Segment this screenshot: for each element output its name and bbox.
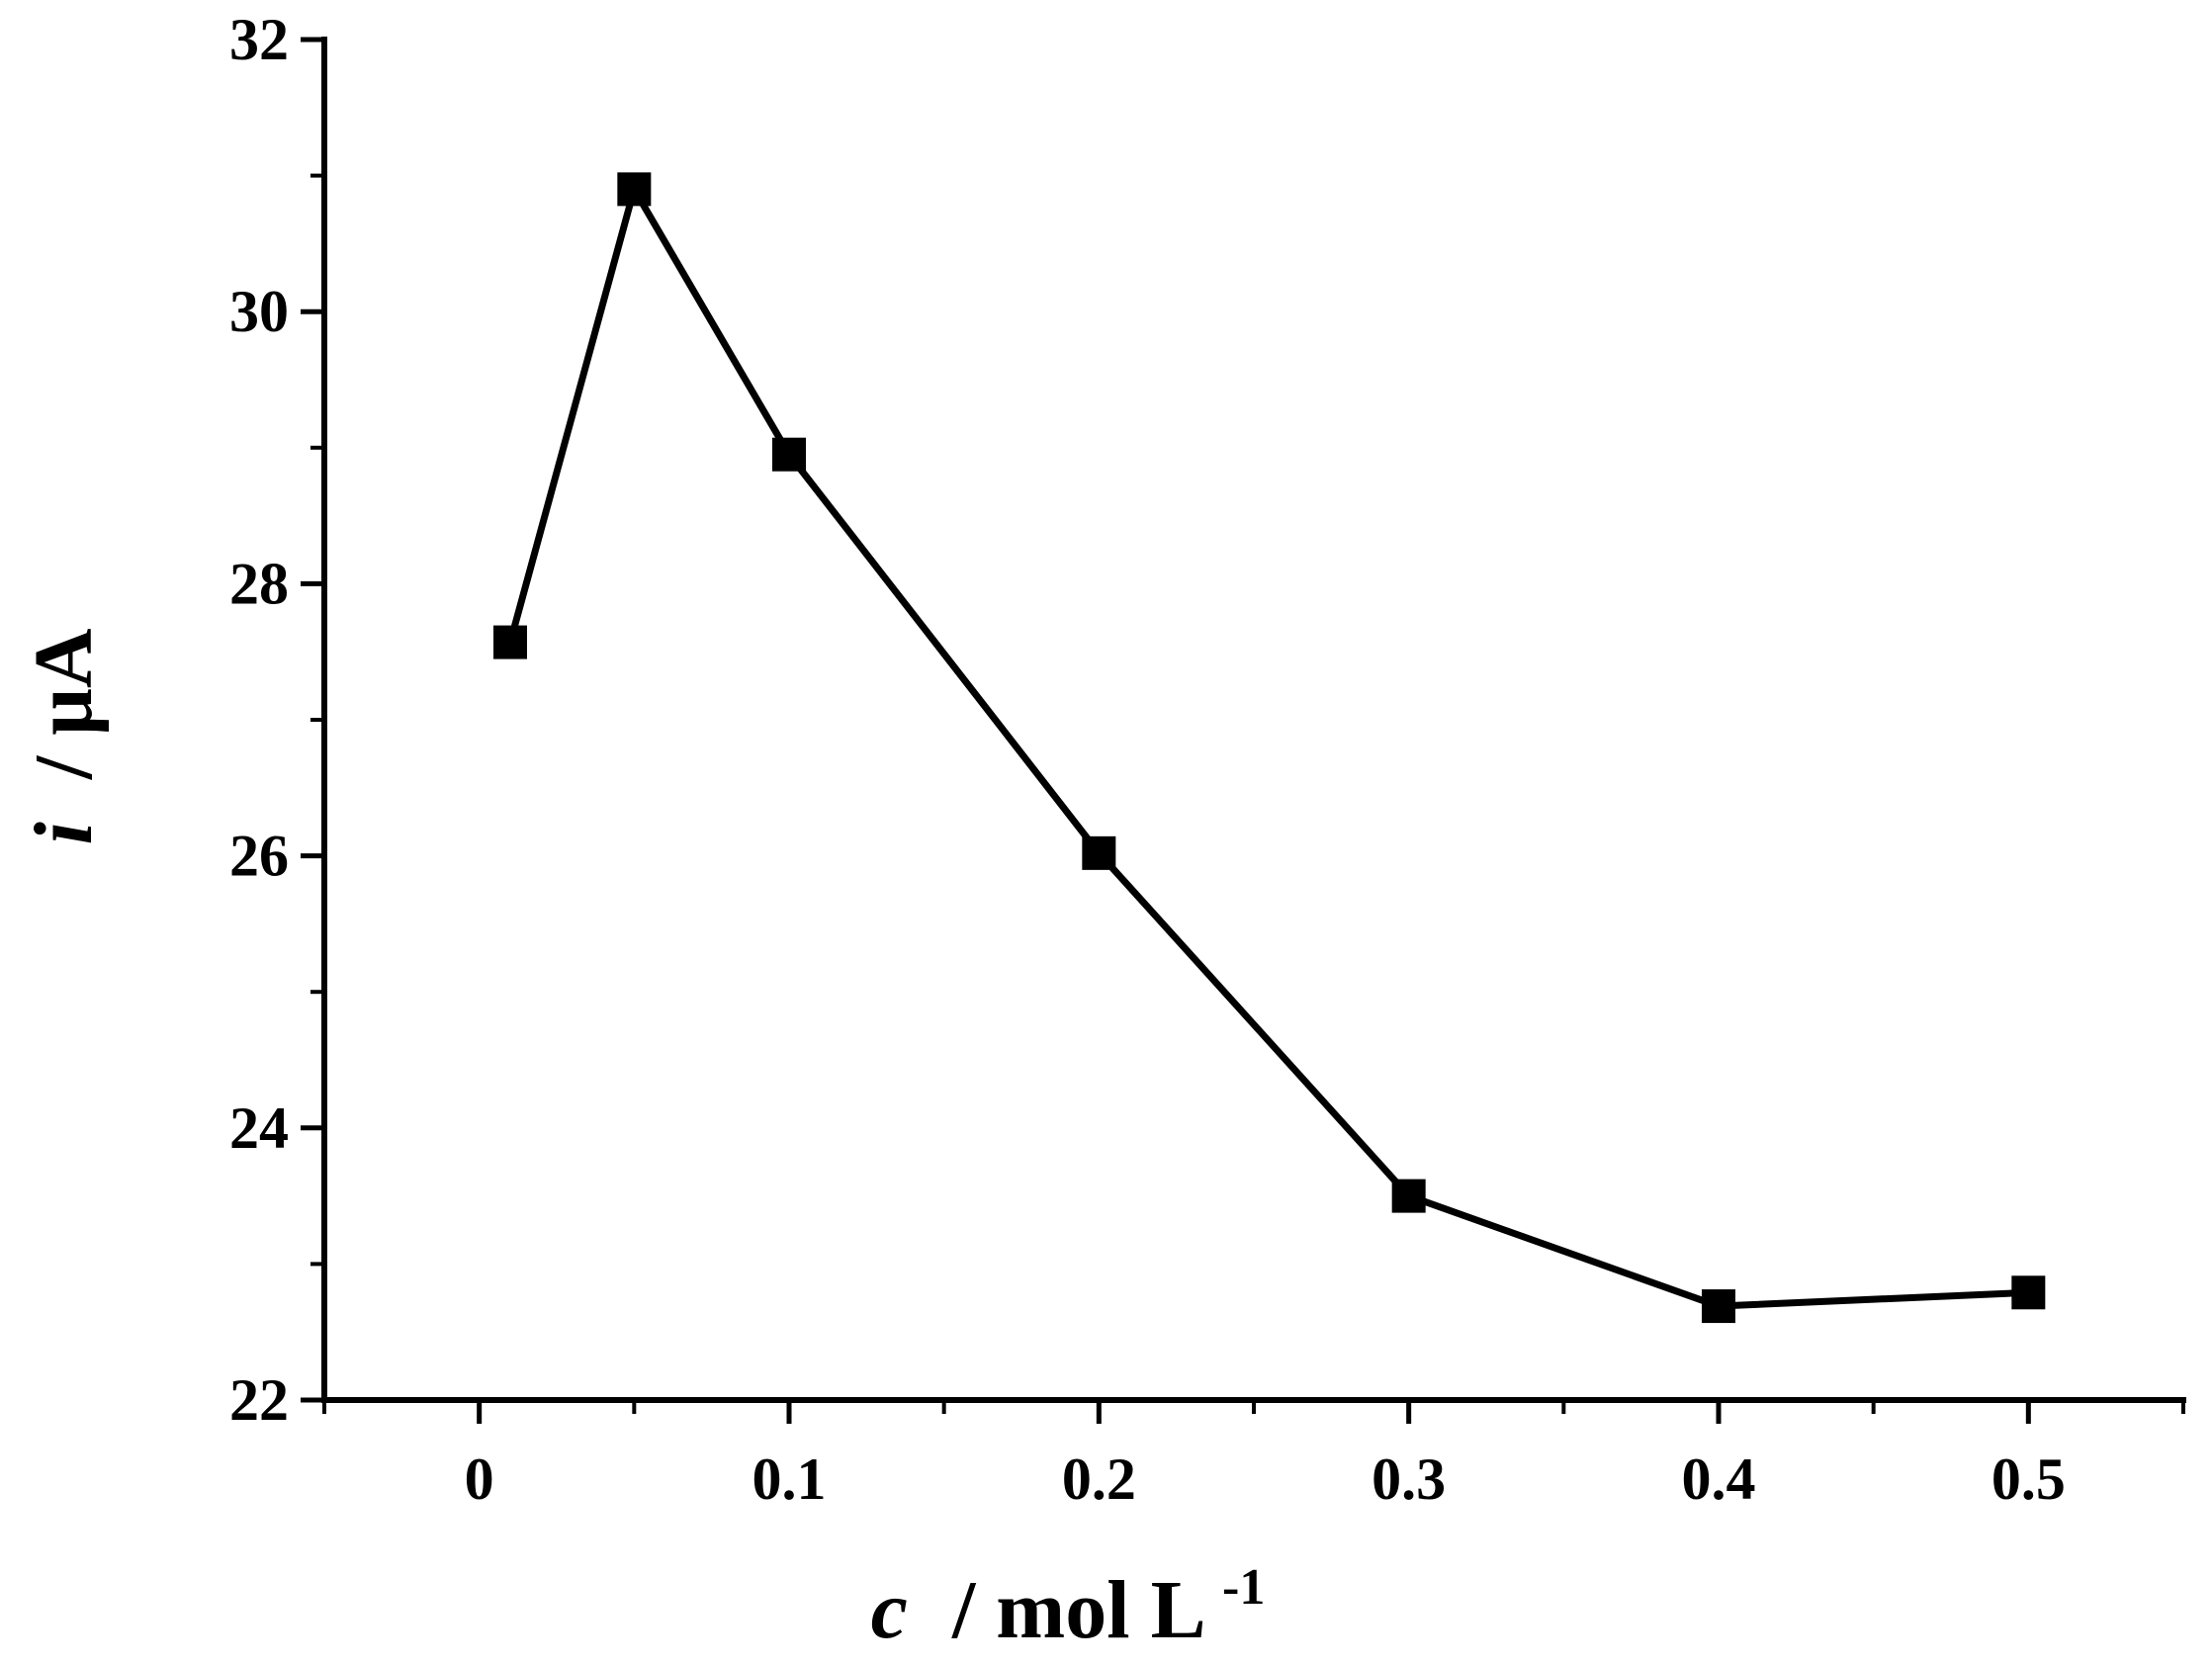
y-axis-label-unit: / μA xyxy=(18,628,110,780)
series xyxy=(506,185,2029,1310)
data-point xyxy=(2011,1275,2046,1310)
tick-labels: 0 0.1 0.2 0.3 0.4 0.5 22 24 26 28 30 32 xyxy=(229,7,2066,1512)
data-point xyxy=(493,625,527,659)
x-axis-label-unit: / mol L xyxy=(951,1564,1203,1656)
x-axis-label-sup: -1 xyxy=(1222,1559,1265,1616)
x-tick-label: 0.4 xyxy=(1682,1447,1756,1512)
y-axis-label-var: i xyxy=(18,822,110,844)
x-axis-label: c / mol L -1 xyxy=(871,1559,1266,1656)
series-line xyxy=(506,185,2029,1310)
data-point xyxy=(1702,1289,1735,1324)
ticks xyxy=(301,37,2185,1424)
y-tick-label: 28 xyxy=(229,551,289,616)
axes xyxy=(321,37,2186,1403)
x-tick-label: 0 xyxy=(465,1447,494,1512)
data-point xyxy=(1391,1179,1426,1213)
y-tick-label: 26 xyxy=(229,824,289,889)
data-point xyxy=(772,437,806,472)
data-point xyxy=(1082,835,1116,870)
data-point xyxy=(617,172,652,207)
y-tick-label: 24 xyxy=(229,1096,289,1161)
x-tick-label: 0.3 xyxy=(1371,1447,1446,1512)
x-axis-label-var: c xyxy=(871,1564,908,1656)
x-tick-label: 0.5 xyxy=(1991,1447,2066,1512)
x-tick-label: 0.1 xyxy=(752,1447,827,1512)
x-tick-label: 0.2 xyxy=(1062,1447,1136,1512)
y-tick-label: 32 xyxy=(229,7,289,72)
y-tick-label: 30 xyxy=(229,279,289,344)
y-axis-label: i / μA xyxy=(18,628,110,844)
y-tick-label: 22 xyxy=(229,1367,289,1433)
markers xyxy=(493,172,2046,1324)
